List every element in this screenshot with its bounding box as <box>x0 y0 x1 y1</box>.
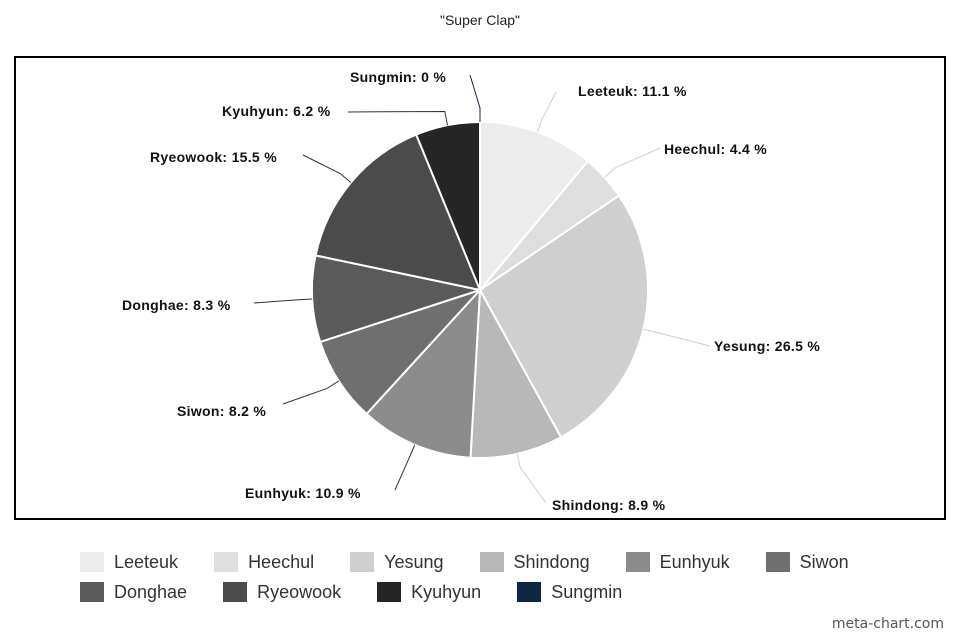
legend-item-donghae[interactable]: Donghae <box>80 582 187 603</box>
legend-item-kyuhyun[interactable]: Kyuhyun <box>377 582 481 603</box>
data-label-leeteuk: Leeteuk: 11.1 % <box>578 83 687 99</box>
connector-line-yesung <box>643 328 711 347</box>
legend-swatch <box>350 552 375 572</box>
legend-item-heechul[interactable]: Heechul <box>214 552 314 573</box>
legend-label: Donghae <box>114 581 188 602</box>
connector-line-siwon <box>282 380 339 405</box>
legend-item-ryeowook[interactable]: Ryeowook <box>223 582 341 603</box>
data-label-sungmin: Sungmin: 0 % <box>350 69 446 85</box>
data-label-shindong: Shindong: 8.9 % <box>552 497 666 513</box>
legend-swatch <box>214 552 239 572</box>
pie-slice-kyuhyun <box>414 120 481 291</box>
legend-swatch <box>80 552 104 572</box>
connector-line-heechul <box>604 147 661 178</box>
plot-area-frame <box>14 56 946 520</box>
legend-row: Leeteuk Heechul Yesung Shindong Eunhyuk Siwon <box>80 547 940 577</box>
legend-swatch <box>625 552 650 572</box>
connector-line-donghae <box>253 298 313 304</box>
pie-chart: Leeteuk: 11.1 % Heechul: 4.4 % Yesung: 26.… <box>122 69 820 513</box>
pie-slice-leeteuk <box>479 120 590 293</box>
pie-slice-shindong <box>469 286 563 459</box>
legend-item-eunhyuk[interactable]: Eunhyuk <box>625 551 730 573</box>
data-label-eunhyuk: Eunhyuk: 10.9 % <box>245 485 361 501</box>
connector-line-shindong <box>516 453 547 504</box>
legend-swatch <box>80 582 104 602</box>
legend-item-leeteuk[interactable]: Leeteuk <box>80 552 178 573</box>
legend-swatch <box>765 552 790 572</box>
legend-label: Ryeowook <box>257 581 342 602</box>
legend-swatch <box>223 582 248 602</box>
legend-item-yesung[interactable]: Yesung <box>350 551 444 573</box>
legend-label: Eunhyuk <box>659 551 730 572</box>
legend-item-sungmin[interactable]: Sungmin <box>517 582 622 603</box>
legend-item-siwon[interactable]: Siwon <box>765 551 849 573</box>
legend-swatch <box>377 582 402 602</box>
data-label-ryeowook: Ryeowook: 15.5 % <box>150 149 277 165</box>
legend-label: Leeteuk <box>114 551 179 572</box>
connector-line-sungmin <box>469 74 481 122</box>
watermark: meta-chart.com <box>831 616 944 632</box>
legend-swatch <box>479 552 504 572</box>
pie-slice-eunhyuk <box>365 287 482 459</box>
legend-label: Shindong <box>513 551 590 572</box>
legend-swatch <box>517 582 542 602</box>
data-label-yesung: Yesung: 26.5 % <box>714 338 820 354</box>
data-label-heechul: Heechul: 4.4 % <box>664 141 767 157</box>
legend-label: Siwon <box>799 551 849 572</box>
data-label-kyuhyun: Kyuhyun: 6.2 % <box>222 103 331 119</box>
legend-label: Yesung <box>384 551 444 572</box>
legend-label: Kyuhyun <box>411 581 482 602</box>
legend-row: Donghae Ryeowook Kyuhyun Sungmin <box>80 577 940 607</box>
legend-label: Sungmin <box>551 581 623 602</box>
chart-title: "Super Clap" <box>440 12 520 28</box>
legend-label: Heechul <box>248 551 315 572</box>
pie-slice-siwon <box>318 287 484 416</box>
legend: Leeteuk Heechul Yesung Shindong Eunhyuk Siwon… <box>80 547 940 607</box>
connector-line-leeteuk <box>536 91 557 133</box>
pie-slice-donghae <box>311 254 484 344</box>
connector-line-kyuhyun <box>347 110 448 126</box>
connector-line-ryeowook <box>302 154 352 183</box>
data-label-siwon: Siwon: 8.2 % <box>177 403 266 419</box>
data-label-donghae: Donghae: 8.3 % <box>122 297 231 313</box>
legend-item-shindong[interactable]: Shindong <box>479 551 590 573</box>
connector-line-eunhyuk <box>394 444 416 491</box>
